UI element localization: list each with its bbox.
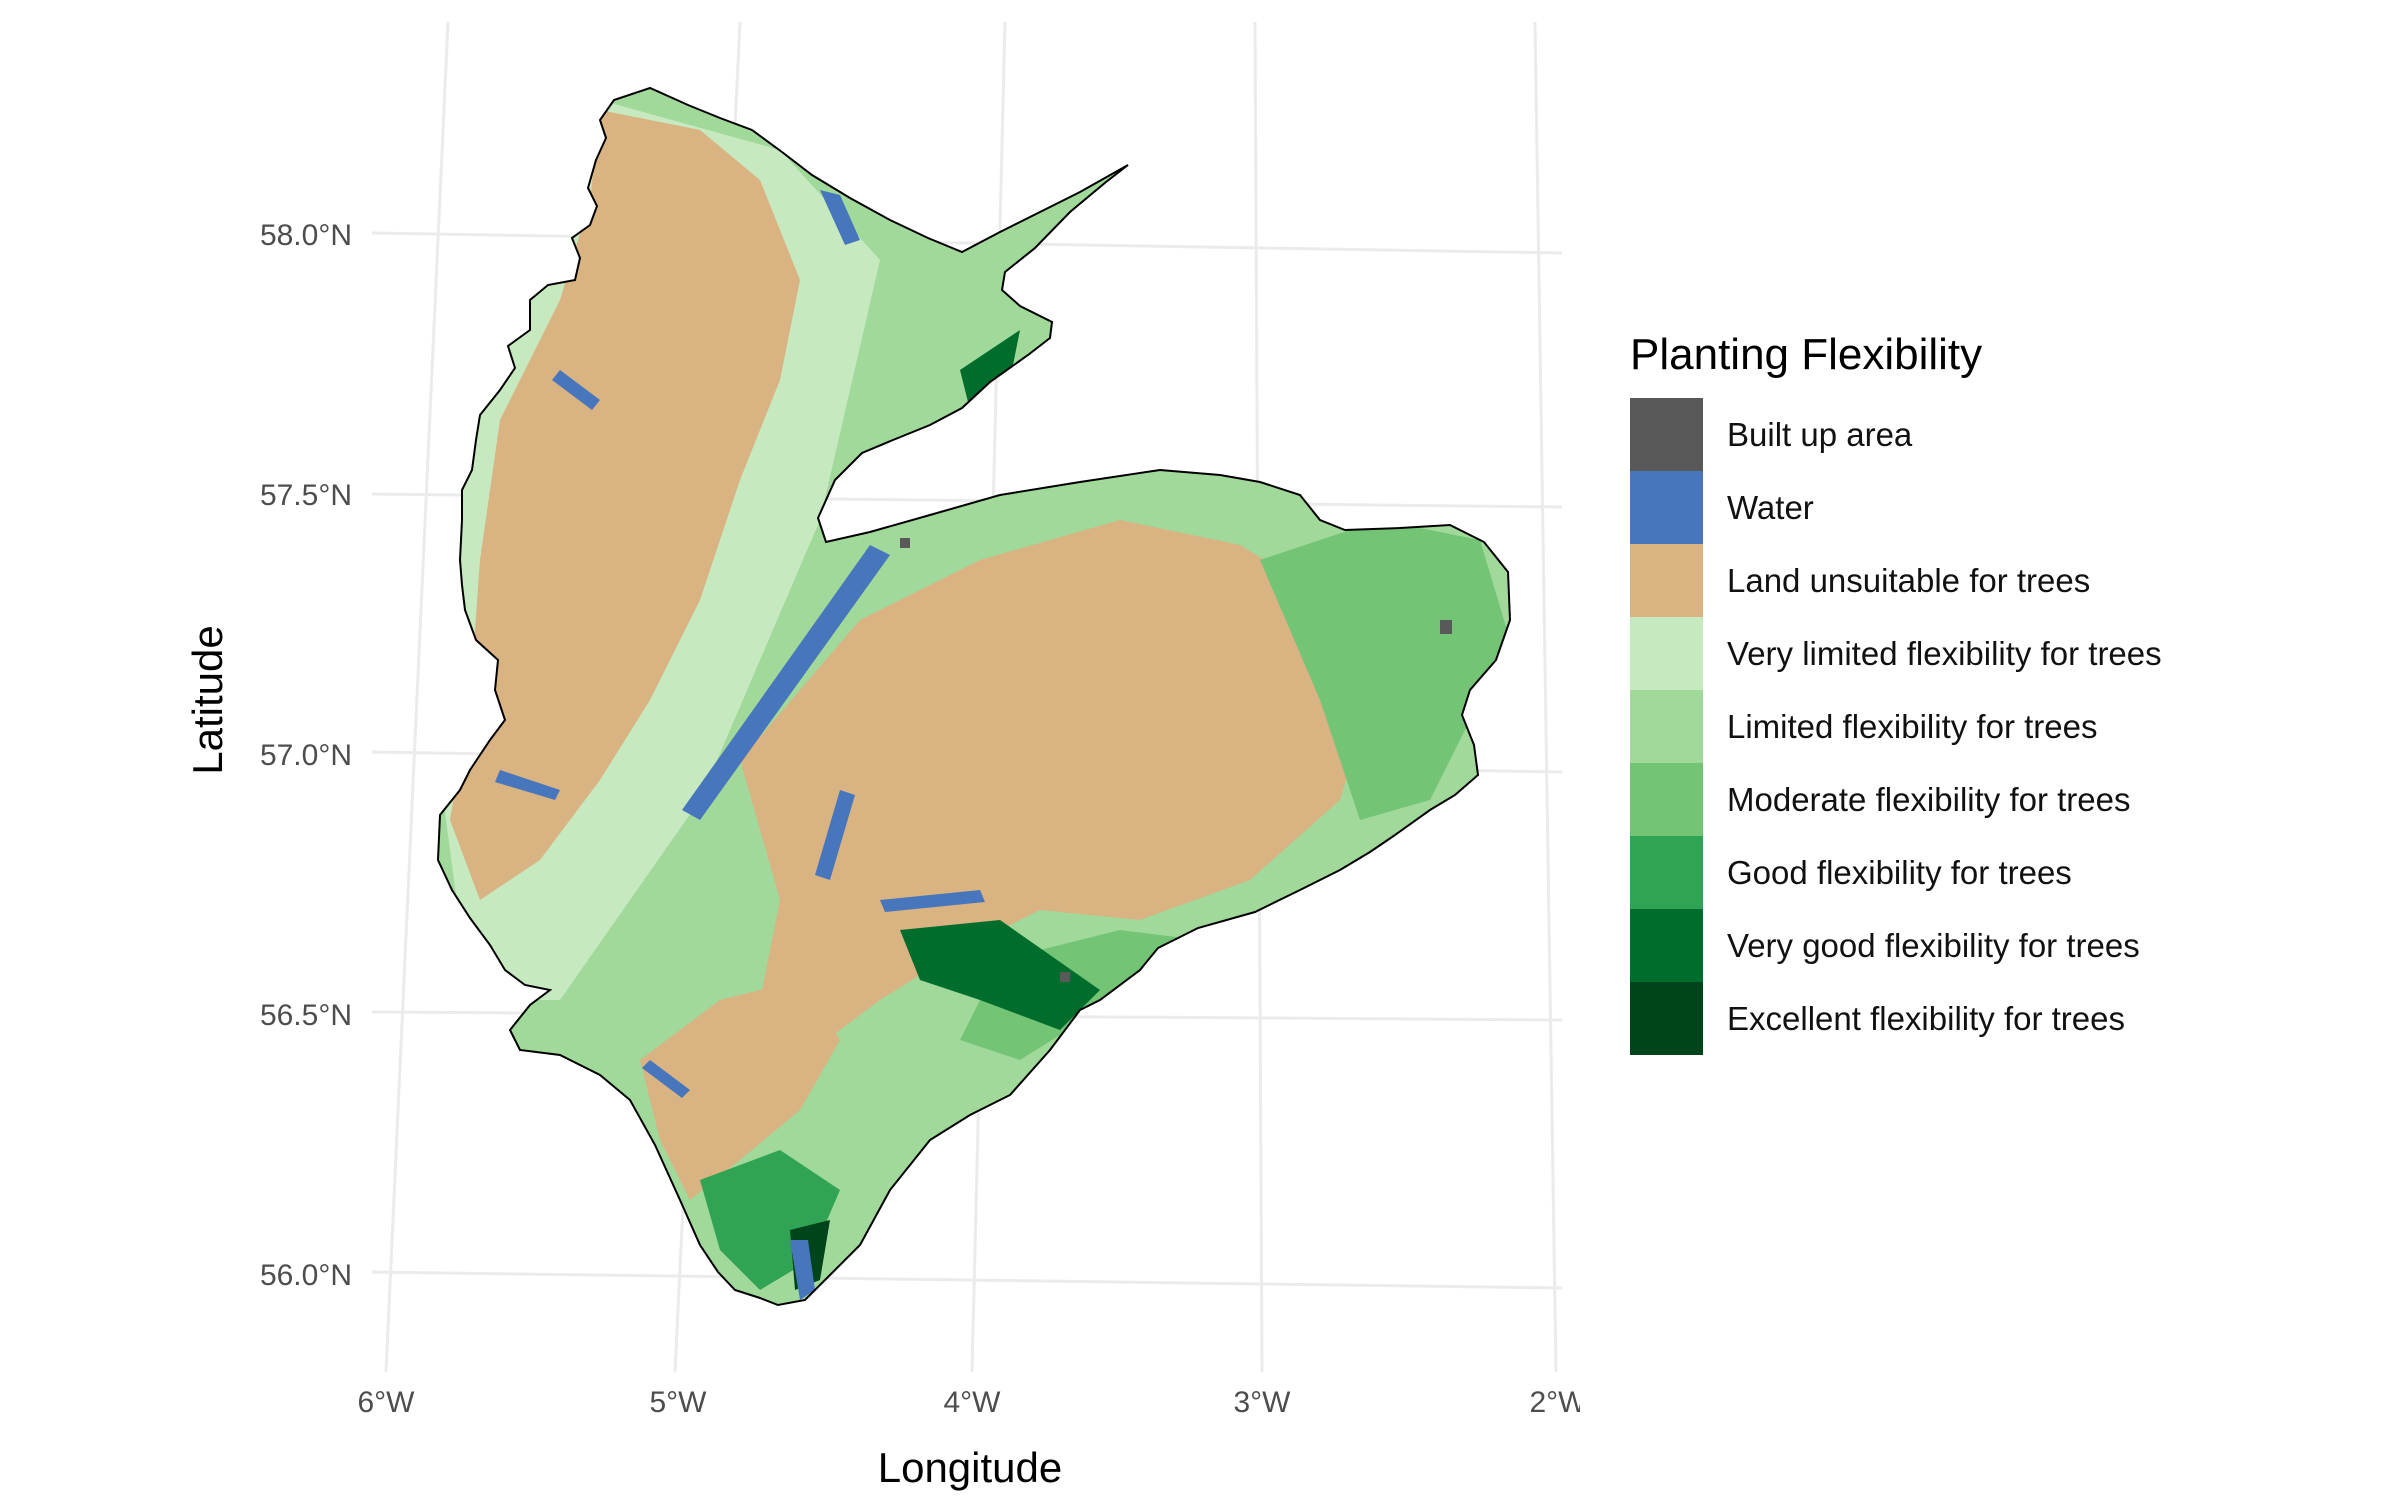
legend-item-land-unsuitable: Land unsuitable for trees	[1630, 544, 2370, 617]
land-very-good-tay	[900, 920, 1100, 1030]
legend-swatch	[1630, 617, 1703, 690]
legend-label: Limited flexibility for trees	[1727, 707, 2098, 745]
region-boundary	[436, 86, 1512, 1307]
lon-tick-3w: 3°W	[1234, 1386, 1292, 1419]
lon-tick-5w: 5°W	[650, 1386, 708, 1419]
legend-item-built-up-area: Built up area	[1630, 398, 2370, 471]
legend-swatch	[1630, 909, 1703, 982]
water-loch-ness	[682, 545, 890, 820]
lat-tick-58n: 58.0°N	[260, 219, 352, 252]
lat-tick-57n: 57.0°N	[260, 739, 352, 772]
legend-label: Very good flexibility for trees	[1727, 926, 2140, 964]
legend-swatch	[1630, 982, 1703, 1055]
lat-tick-57-5n: 57.5°N	[260, 479, 352, 512]
legend-items: Built up area Water Land unsuitable for …	[1630, 398, 2370, 1055]
legend-item-water: Water	[1630, 471, 2370, 544]
lon-tick-labels: 6°W 5°W 4°W 3°W 2°W	[358, 1386, 1581, 1419]
legend: Planting Flexibility Built up area Water…	[1630, 330, 2370, 1055]
lon-tick-6w: 6°W	[358, 1386, 416, 1419]
legend-title: Planting Flexibility	[1630, 330, 1983, 379]
legend-item-very-limited-flexibility: Very limited flexibility for trees	[1630, 617, 2370, 690]
lat-tick-labels: 58.0°N 57.5°N 57.0°N 56.5°N 56.0°N	[260, 219, 352, 1292]
x-axis-title: Longitude	[878, 1444, 1063, 1491]
legend-swatch	[1630, 398, 1703, 471]
legend-swatch	[1630, 836, 1703, 909]
lat-tick-56n: 56.0°N	[260, 1259, 352, 1292]
built-up-inverness	[900, 538, 910, 548]
land-moderate-east	[1260, 520, 1510, 820]
y-axis-title: Latitude	[184, 625, 231, 774]
legend-item-good-flexibility: Good flexibility for trees	[1630, 836, 2370, 909]
water-loch-tay	[880, 890, 985, 912]
graticule-line-58n	[371, 231, 1563, 255]
built-up-aberdeen	[1440, 620, 1452, 634]
water-loch-awe	[642, 1060, 690, 1098]
legend-swatch	[1630, 690, 1703, 763]
legend-label: Excellent flexibility for trees	[1727, 999, 2125, 1037]
land-unsuitable-west	[450, 110, 800, 900]
legend-item-very-good-flexibility: Very good flexibility for trees	[1630, 909, 2370, 982]
legend-swatch	[1630, 544, 1703, 617]
graticule-line-2w	[1533, 21, 1558, 1373]
water-loch-shin	[820, 190, 860, 245]
legend-label: Very limited flexibility for trees	[1727, 634, 2162, 672]
lon-tick-4w: 4°W	[944, 1386, 1002, 1419]
legend-label: Water	[1727, 488, 1814, 526]
legend-item-excellent-flexibility: Excellent flexibility for trees	[1630, 982, 2370, 1055]
land-very-good-moray	[960, 330, 1020, 410]
lon-tick-2w: 2°W	[1530, 1386, 1581, 1419]
map-plot: 58.0°N 57.5°N 57.0°N 56.5°N 56.0°N 6°W 5…	[184, 21, 1581, 1491]
water-loch-lomond	[790, 1240, 815, 1300]
legend-label: Land unsuitable for trees	[1727, 561, 2091, 599]
built-up-perth	[1060, 972, 1070, 982]
land-unsuitable-south	[640, 980, 840, 1200]
legend-item-limited-flexibility: Limited flexibility for trees	[1630, 690, 2370, 763]
water-loch-ericht	[815, 790, 855, 880]
lat-tick-56-5n: 56.5°N	[260, 999, 352, 1032]
water-loch-shiel	[495, 770, 560, 800]
graticule-line-56n	[371, 1270, 1563, 1290]
land-unsuitable-central	[740, 520, 1370, 1060]
graticule-line-6w	[384, 21, 450, 1373]
legend-swatch	[1630, 763, 1703, 836]
legend-swatch	[1630, 471, 1703, 544]
legend-item-moderate-flexibility: Moderate flexibility for trees	[1630, 763, 2370, 836]
legend-label: Moderate flexibility for trees	[1727, 780, 2131, 818]
water-loch-maree	[552, 370, 600, 410]
legend-label: Good flexibility for trees	[1727, 853, 2072, 891]
legend-label: Built up area	[1727, 415, 1913, 453]
